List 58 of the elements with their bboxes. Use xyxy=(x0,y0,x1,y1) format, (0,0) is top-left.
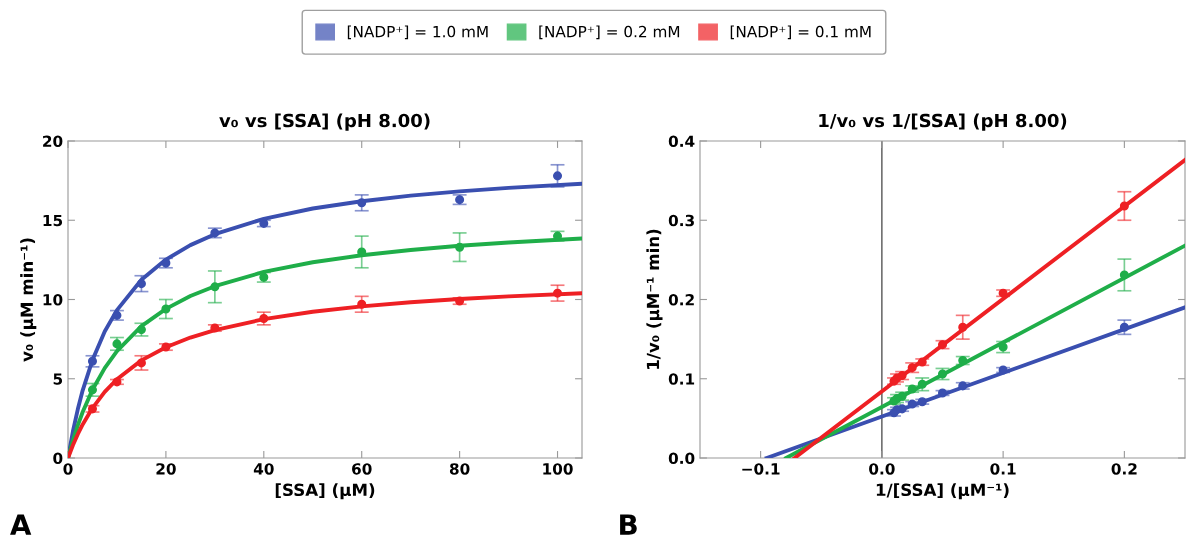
y-tick-label: 20 xyxy=(43,135,63,148)
point xyxy=(455,195,465,205)
point xyxy=(87,356,97,366)
legend-label: [NADP⁺] = 0.1 mM xyxy=(730,25,871,40)
point xyxy=(161,304,171,314)
point xyxy=(998,365,1008,375)
point xyxy=(553,288,563,298)
x-axis-title: [SSA] (μM) xyxy=(275,483,375,500)
point xyxy=(357,198,367,208)
point xyxy=(917,397,927,407)
y-tick-label: 0.2 xyxy=(668,293,694,306)
point xyxy=(136,358,146,368)
point xyxy=(136,279,146,289)
x-tick-label: 0.1 xyxy=(990,463,1016,475)
legend-label: [NADP⁺] = 0.2 mM xyxy=(539,25,680,40)
y-tick-label: 0.1 xyxy=(668,373,695,385)
x-tick-label: 0 xyxy=(63,463,73,475)
y-tick-label: 5 xyxy=(53,373,63,385)
y-tick-label: 15 xyxy=(43,214,63,227)
y-tick-label: 10 xyxy=(43,293,63,306)
chart-title: 1/v₀ vs 1/[SSA] (pH 8.00) xyxy=(819,113,1067,131)
point xyxy=(136,325,146,335)
point xyxy=(553,171,563,181)
point xyxy=(455,242,465,252)
x-tick-label: 100 xyxy=(543,463,573,475)
y-axis-title: 1/v₀ (μM⁻¹ min) xyxy=(646,229,663,369)
point xyxy=(958,322,968,332)
x-tick-label: 20 xyxy=(156,463,176,475)
point xyxy=(958,381,968,391)
x-tick-label: 60 xyxy=(352,463,372,475)
y-tick-label: 0.0 xyxy=(668,452,695,465)
point xyxy=(112,377,122,387)
x-tick-label: 40 xyxy=(253,463,274,475)
chart-title: v₀ vs [SSA] (pH 8.00) xyxy=(219,113,430,131)
point xyxy=(87,385,97,395)
point xyxy=(161,342,171,352)
point xyxy=(210,282,220,292)
point xyxy=(1119,270,1129,280)
y-tick-label: 0.3 xyxy=(668,214,694,227)
x-tick-label: 0.2 xyxy=(1111,463,1137,475)
point xyxy=(1119,201,1129,211)
point xyxy=(998,288,1008,298)
y-tick-label: 0 xyxy=(53,452,63,465)
point xyxy=(210,323,220,333)
y-tick-label: 0.4 xyxy=(668,135,695,148)
point xyxy=(357,299,367,309)
point xyxy=(87,404,97,414)
legend-label: [NADP⁺] = 1.0 mM xyxy=(347,25,488,40)
text: B xyxy=(620,514,637,535)
point xyxy=(1119,322,1129,332)
point xyxy=(917,357,927,367)
text: A xyxy=(10,514,32,535)
x-tick-label: 80 xyxy=(449,463,470,475)
x-axis-title: 1/[SSA] (μM⁻¹) xyxy=(876,483,1009,500)
x-tick-label: 0.0 xyxy=(869,463,895,475)
y-axis-title: v₀ (μM min⁻¹) xyxy=(20,238,37,362)
x-tick-label: −0.1 xyxy=(742,463,780,475)
point xyxy=(455,296,465,306)
